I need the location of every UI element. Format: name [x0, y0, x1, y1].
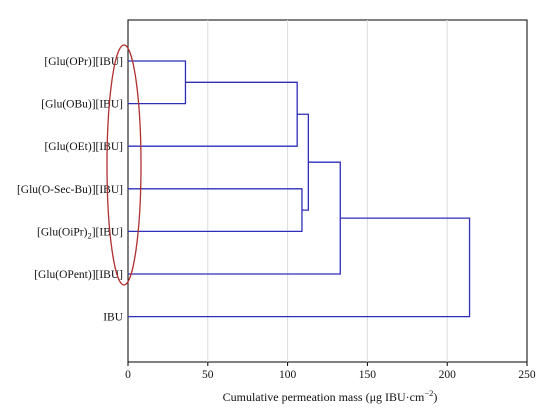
x-axis-title: Cumulative permeation mass (μg IBU·cm−2): [223, 388, 438, 404]
leaf-labels: [Glu(OPr)][IBU] [Glu(OBu)][IBU] [Glu(OEt)]…: [17, 56, 124, 324]
leaf-label: [Glu(OBu)][IBU]: [41, 99, 123, 111]
leaf-label: IBU: [103, 312, 124, 324]
highlight-ellipse-layer: [106, 44, 142, 286]
dendrogram-link: [128, 217, 471, 318]
x-tick-label: 50: [202, 369, 214, 381]
leaf-label: [Glu(OPr)][IBU]: [44, 56, 123, 68]
plot-frame: [127, 19, 528, 363]
x-tick-label: 0: [125, 369, 131, 381]
x-tick-label: 100: [279, 369, 297, 381]
x-tick-label: 250: [518, 369, 536, 381]
x-axis-ticks: 0 50 100 150 200 250: [125, 362, 536, 381]
dendrogram-links: [128, 60, 471, 318]
grid-lines: [207, 20, 448, 362]
x-tick-label: 200: [439, 369, 457, 381]
leaf-label: [Glu(OEt)][IBU]: [44, 141, 123, 153]
x-tick-label: 150: [359, 369, 377, 381]
highlight-ellipse: [106, 44, 142, 286]
leaf-label: [Glu(OPent)][IBU]: [34, 269, 123, 281]
leaf-label: [Glu(OiPr)2][IBU]: [37, 226, 123, 240]
leaf-label: [Glu(O-Sec-Bu)][IBU]: [17, 184, 123, 196]
